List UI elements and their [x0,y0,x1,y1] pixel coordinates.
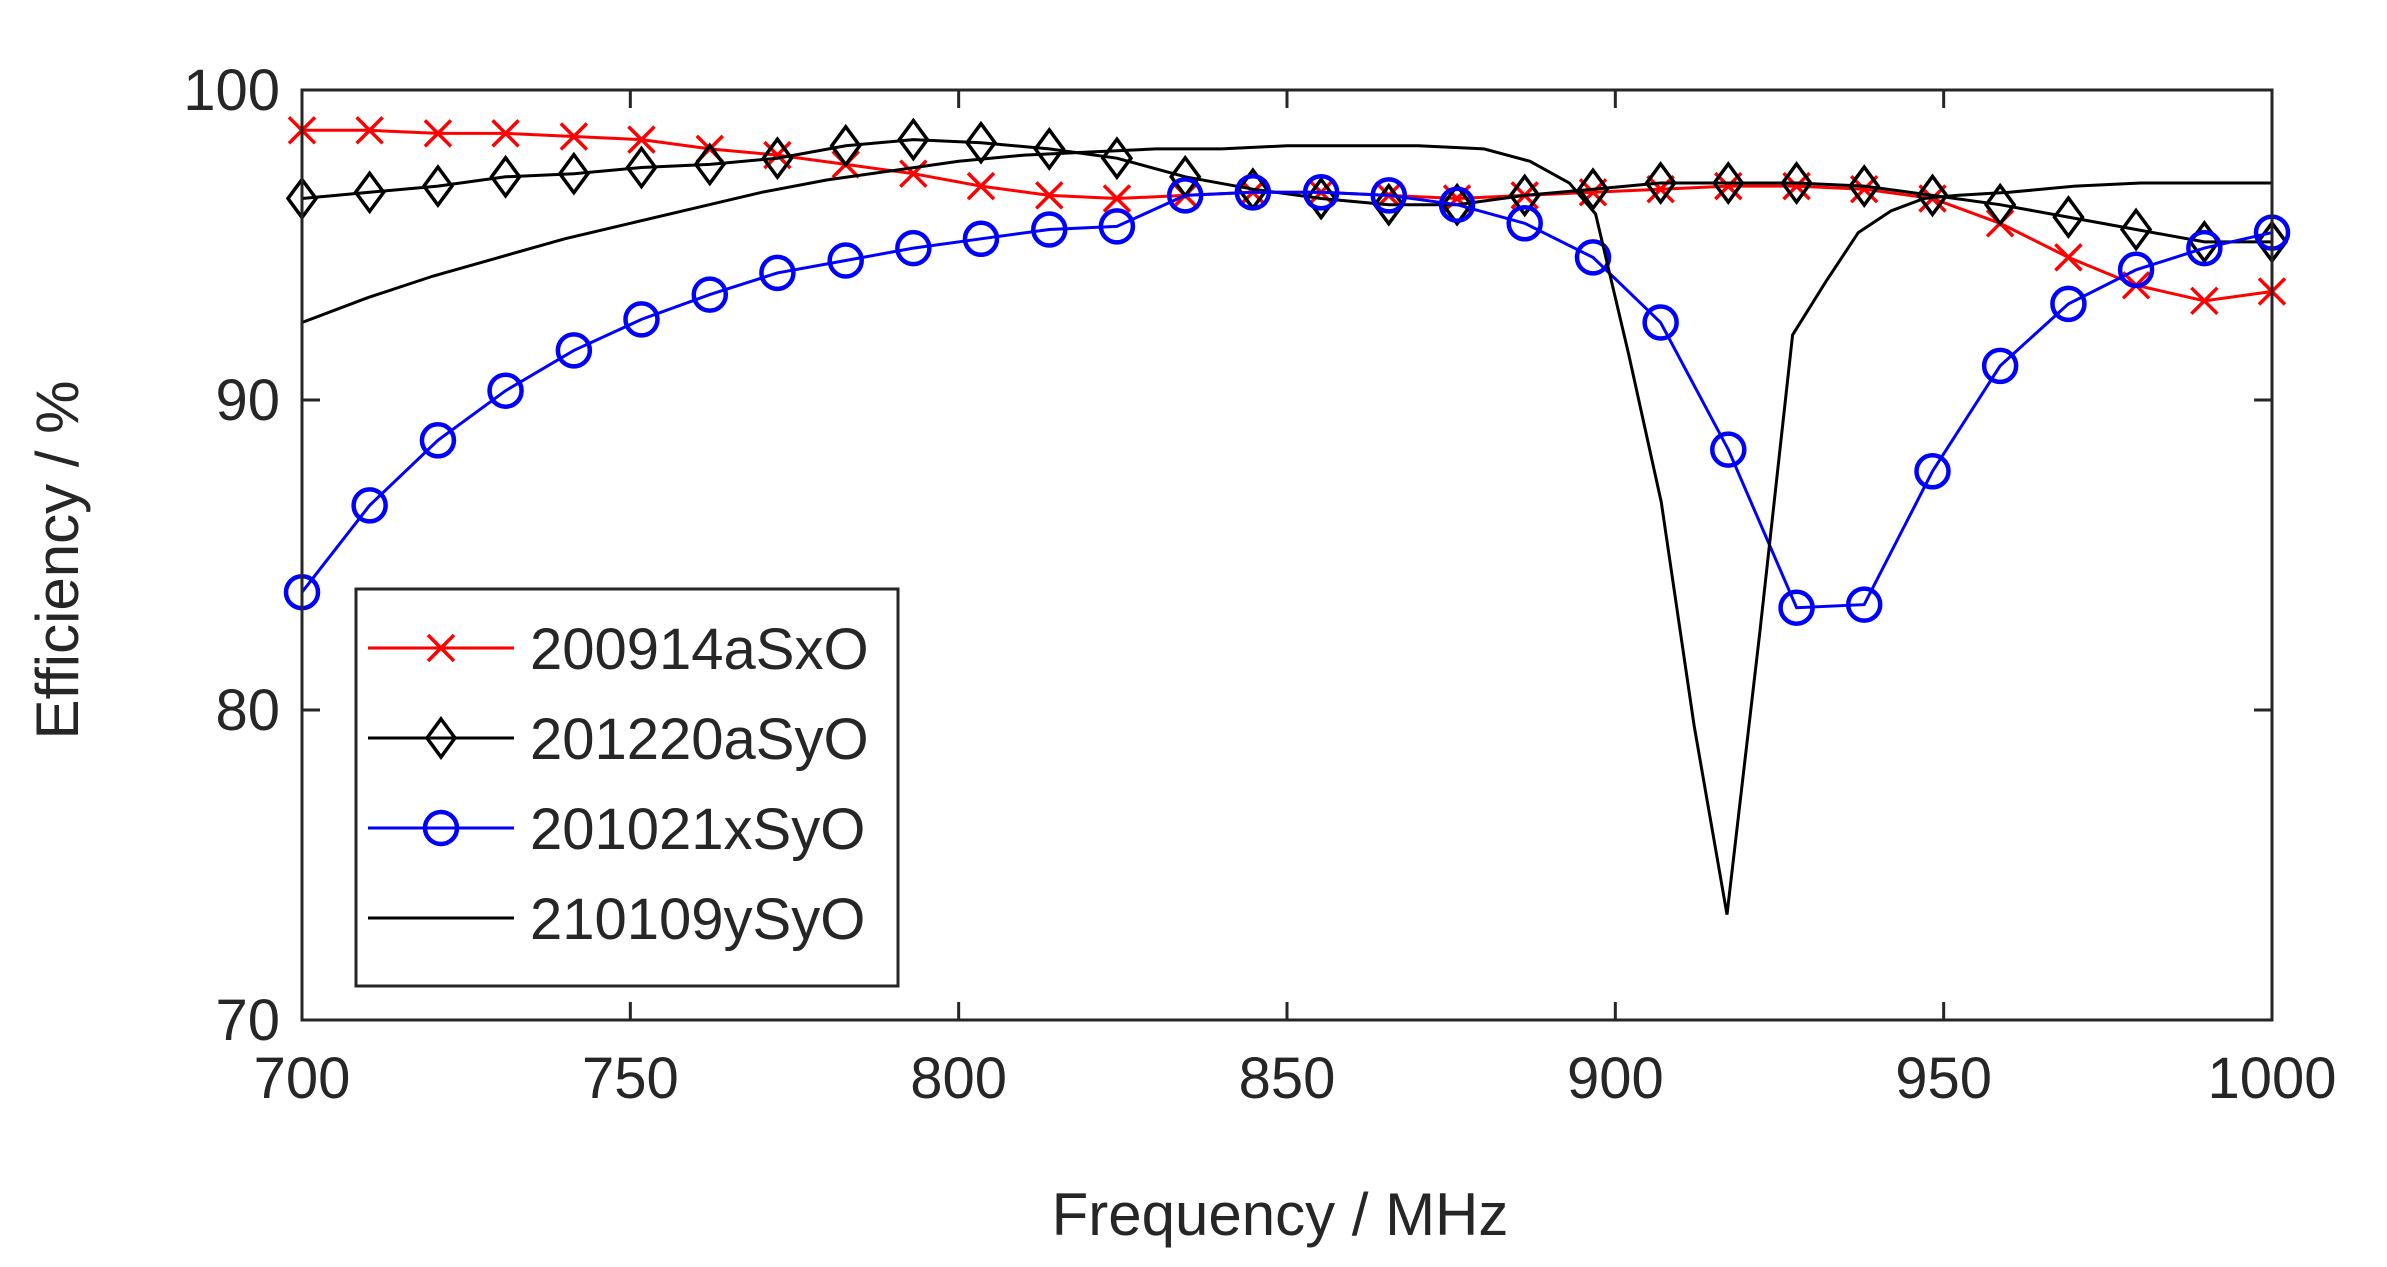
diamond-marker [897,117,930,162]
x-marker [1646,174,1675,204]
circle-marker [419,422,457,459]
diamond-marker [829,123,862,168]
legend-entry: 200914aSxO [368,617,869,682]
circle-marker [623,301,660,338]
series-line [301,144,2272,915]
plot-area-border [300,88,2274,1022]
series-201021xSyO [283,174,2291,626]
legend: 200914aSxO 201220aSyO 201021xSyO 210109ySyO [354,587,900,988]
diamond-marker [1848,164,1881,209]
circle-marker [1370,177,1408,214]
x-marker [1035,181,1064,210]
y-axis-label: Efficiency / % [24,380,91,739]
circle-marker [1506,205,1543,242]
diamond-marker [1576,167,1610,212]
diamond-marker [1440,182,1474,227]
circle-marker [827,242,864,279]
diamond-marker [2119,207,2153,252]
x-marker [2054,243,2083,272]
x-tick-label: 700 [254,1046,351,1111]
y-tick-label: 100 [183,58,280,123]
x-marker [627,125,656,154]
circle-marker [351,487,388,524]
x-tick-label: 900 [1567,1046,1664,1111]
circle-marker [691,276,729,313]
circle-marker [487,372,524,409]
diamond-marker [421,164,455,209]
x-tick-label: 850 [1239,1046,1336,1111]
legend-label: 210109ySyO [530,887,865,952]
x-marker [423,119,453,148]
circle-marker [1438,186,1476,223]
diamond-marker [693,142,726,187]
circle-marker [759,254,796,292]
legend-entry: 201021xSyO [368,797,865,862]
diamond-marker [1916,173,1949,218]
circle-marker [1981,347,2019,385]
series-201220aSyO [285,117,2289,264]
circle-marker [422,809,460,847]
diamond-marker [1712,161,1745,205]
circle-marker [1710,431,1747,468]
legend-label: 200914aSxO [530,617,869,682]
circle-marker [1302,174,1340,211]
x-marker [559,122,589,151]
diamond-marker [1508,173,1541,218]
circle-marker [2117,251,2155,289]
circle-marker [2050,285,2087,323]
circle-marker [1166,177,1204,214]
circle-marker [895,229,932,267]
series-line [300,190,2273,610]
diamond-marker [489,154,522,199]
x-marker [2190,286,2219,316]
legend-entry: 201220aSyO [368,707,869,772]
x-tick-label: 950 [1895,1046,1992,1111]
diamond-marker [557,151,591,196]
circle-marker [1031,211,1068,248]
x-marker [426,633,456,663]
x-axis-label: Frequency / MHz [1052,1181,1509,1248]
diamond-marker [2052,195,2085,240]
circle-marker [1845,586,1883,623]
diamond-marker [353,170,386,215]
circle-marker [1914,453,1951,490]
y-tick-label: 70 [215,988,280,1053]
x-tick-label: 800 [910,1046,1007,1111]
series-210109ySyO [301,144,2272,915]
diamond-marker [964,120,998,165]
circle-marker [1574,239,1612,276]
circle-marker [1098,208,1136,245]
diamond-marker [1983,182,2017,227]
x-marker [1102,184,1132,213]
diamond-marker [424,716,458,760]
axes: 700 750 800 850 900 950 1000 70 80 90 100 [183,58,2336,1111]
diamond-marker [1372,182,1405,227]
circle-marker [1234,174,1272,211]
diamond-marker [1033,126,1066,171]
diamond-marker [1780,161,1813,205]
legend-label: 201220aSyO [530,707,869,772]
circle-marker [2186,229,2223,267]
x-marker [966,171,996,201]
circle-marker [962,220,1000,258]
diamond-marker [1644,161,1677,205]
circle-marker [555,332,593,369]
series-group [283,116,2291,915]
x-tick-label: 1000 [2207,1046,2336,1111]
circle-marker [1778,589,1815,626]
y-tick-label: 80 [215,678,280,743]
legend-label: 201021xSyO [530,797,865,862]
axes-frame [300,88,2274,1022]
x-tick-label: 750 [582,1046,679,1111]
diamond-marker [761,136,794,181]
x-marker [491,119,520,148]
y-tick-label: 90 [215,368,280,433]
diamond-marker [625,145,658,190]
circle-marker [1642,304,1679,341]
legend-entry: 210109ySyO [368,887,865,952]
x-marker [355,116,384,145]
